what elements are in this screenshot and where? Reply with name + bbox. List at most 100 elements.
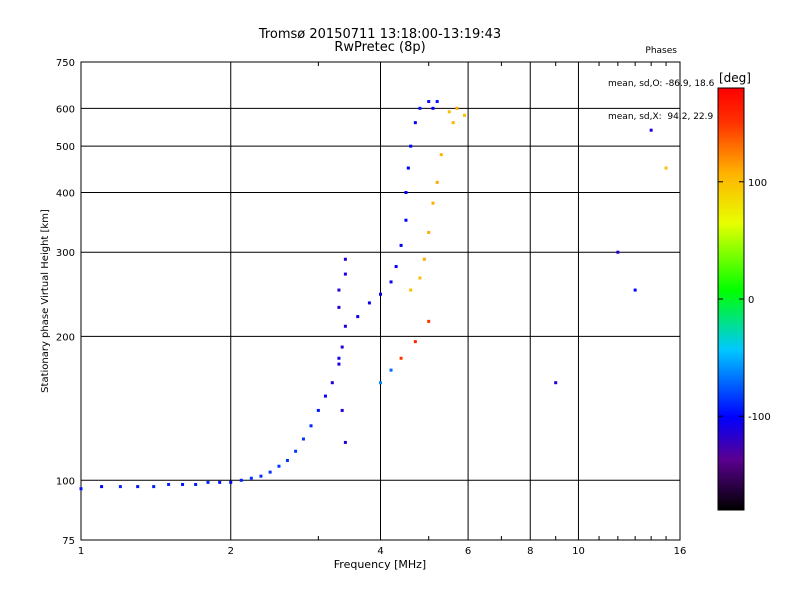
data-point xyxy=(181,482,185,486)
data-point xyxy=(343,440,347,444)
x-tick-label: 4 xyxy=(377,546,383,557)
data-point xyxy=(427,319,431,323)
data-point xyxy=(404,190,408,194)
data-point xyxy=(379,381,382,385)
y-tick-label: 400 xyxy=(56,188,75,199)
y-tick-label: 600 xyxy=(56,104,75,115)
phases-summary: Phases mean, sd,O: -86.9, 18.6 mean, sd,… xyxy=(608,24,714,134)
colorbar-tick-label: 100 xyxy=(748,178,767,189)
data-point xyxy=(167,482,171,486)
data-point xyxy=(301,437,305,441)
x-tick-label: 8 xyxy=(527,546,533,557)
data-point xyxy=(409,288,413,292)
data-point xyxy=(404,218,408,222)
grid-lines xyxy=(80,61,681,541)
data-point xyxy=(277,464,281,468)
data-point xyxy=(239,478,243,482)
y-tick-label: 200 xyxy=(56,332,75,343)
data-point xyxy=(218,480,222,484)
data-point xyxy=(337,305,341,309)
chart-subtitle: RwPretec (8p) xyxy=(334,40,426,55)
data-point xyxy=(337,356,341,360)
data-point xyxy=(330,381,334,385)
data-point xyxy=(418,106,422,110)
data-point xyxy=(356,315,360,319)
data-point xyxy=(427,230,431,234)
x-axis-label: Frequency [MHz] xyxy=(334,558,426,571)
data-point xyxy=(633,288,637,292)
data-point xyxy=(649,128,653,132)
x-tick-label: 1 xyxy=(78,546,84,557)
data-point xyxy=(249,476,253,480)
data-point xyxy=(413,121,417,125)
data-point xyxy=(616,250,620,254)
x-tick-label: 16 xyxy=(674,546,687,557)
data-point xyxy=(340,408,344,412)
data-point xyxy=(343,257,347,261)
data-point xyxy=(431,106,435,110)
data-point xyxy=(100,485,104,489)
data-point xyxy=(316,408,320,412)
data-point xyxy=(337,362,341,366)
data-point xyxy=(399,356,403,360)
data-point xyxy=(431,201,435,205)
data-point xyxy=(343,272,347,276)
data-point xyxy=(413,340,417,344)
colorbar-ticks: 100 0 -100 xyxy=(718,178,771,423)
phases-x-mode: mean, sd,X: 94.2, 22.9 xyxy=(608,112,714,122)
data-points xyxy=(79,100,668,491)
y-tick-label: 100 xyxy=(56,476,75,487)
data-point xyxy=(664,166,668,170)
data-point xyxy=(455,106,459,110)
data-point xyxy=(340,345,344,349)
data-point xyxy=(118,485,122,489)
data-point xyxy=(206,480,210,484)
colorbar-tick-label: 0 xyxy=(748,295,754,306)
data-point xyxy=(462,113,466,117)
y-tick-label: 750 xyxy=(56,58,75,69)
data-point xyxy=(337,288,341,292)
data-point xyxy=(389,368,393,372)
data-point xyxy=(435,100,439,104)
y-tick-label: 300 xyxy=(56,248,75,259)
data-point xyxy=(435,180,439,184)
data-point xyxy=(439,153,443,157)
y-axis-label: Stationary phase Virtual Height [km] xyxy=(40,209,51,393)
data-point xyxy=(389,280,393,284)
data-point xyxy=(451,121,455,125)
data-point xyxy=(394,265,398,269)
data-point xyxy=(259,474,263,478)
data-point xyxy=(229,480,233,484)
data-point xyxy=(427,100,431,104)
data-point xyxy=(418,276,422,280)
data-point xyxy=(79,487,83,491)
data-point xyxy=(152,485,156,489)
chart-title: Tromsø 20150711 13:18:00-13:19:43 xyxy=(258,27,502,42)
colorbar-label: [deg] xyxy=(719,71,751,85)
x-tick-label: 6 xyxy=(465,546,471,557)
data-point xyxy=(136,485,140,489)
data-point xyxy=(285,458,289,462)
data-point xyxy=(379,292,382,296)
y-tick-label: 500 xyxy=(56,142,75,153)
phases-heading: Phases xyxy=(645,46,677,56)
y-tick-label: 75 xyxy=(62,536,75,547)
axis-ticks: 1 2 4 6 8 10 16 75 100 200 300 400 500 600 750 xyxy=(56,58,686,557)
data-point xyxy=(323,394,327,398)
x-tick-label: 2 xyxy=(228,546,234,557)
phases-o-mode: mean, sd,O: -86.9, 18.6 xyxy=(608,79,715,89)
data-point xyxy=(406,166,410,170)
data-point xyxy=(268,470,272,474)
data-point xyxy=(399,243,403,247)
x-tick-label: 10 xyxy=(572,546,585,557)
data-point xyxy=(367,301,371,305)
data-point xyxy=(343,324,347,328)
data-point xyxy=(194,482,198,486)
colorbar-tick-label: -100 xyxy=(748,412,771,423)
data-point xyxy=(422,257,426,261)
data-point xyxy=(554,381,558,385)
data-point xyxy=(409,144,413,148)
data-point xyxy=(447,110,451,114)
